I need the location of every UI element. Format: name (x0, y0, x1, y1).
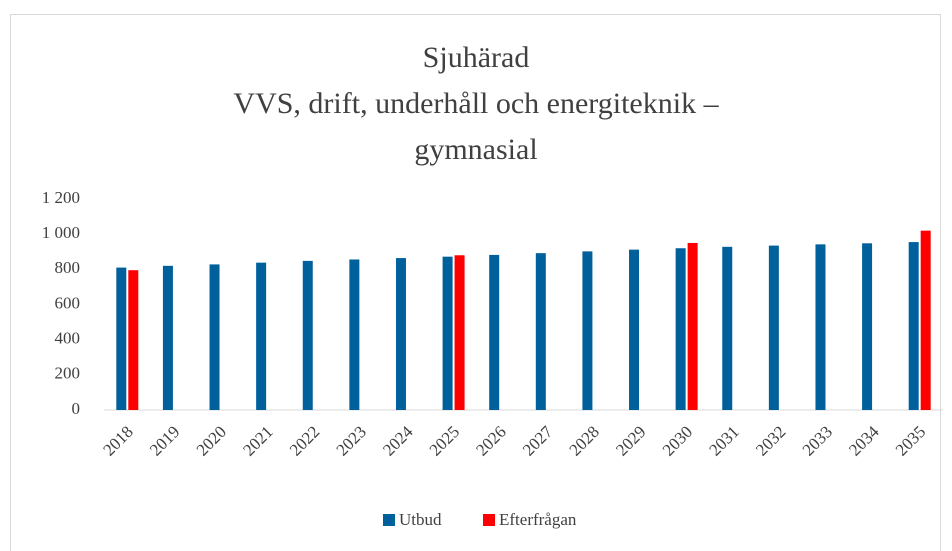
bar (442, 256, 453, 410)
y-tick-label: 1 000 (42, 223, 80, 242)
bar (116, 267, 127, 410)
chart-title: gymnasial (414, 133, 537, 166)
bar (815, 244, 826, 410)
bar (908, 242, 919, 410)
y-tick-label: 400 (55, 329, 81, 348)
y-tick-label: 200 (55, 364, 81, 383)
legend-swatch (383, 514, 395, 526)
legend-label: Efterfrågan (499, 510, 577, 529)
bar (687, 242, 698, 410)
bar (162, 265, 173, 410)
bar (395, 258, 406, 410)
y-tick-label: 0 (72, 399, 81, 418)
bar (862, 243, 873, 410)
bar (489, 254, 500, 410)
legend-label: Utbud (399, 510, 442, 529)
y-tick-label: 1 200 (42, 188, 80, 207)
bar (920, 230, 931, 410)
bar (256, 262, 267, 410)
bar (302, 260, 313, 410)
chart-title: Sjuhärad (423, 41, 530, 74)
bar (454, 255, 465, 410)
bar (722, 246, 733, 410)
chart-title: VVS, drift, underhåll och energiteknik – (233, 87, 719, 120)
y-tick-label: 800 (55, 258, 81, 277)
bar (535, 253, 546, 410)
bar (629, 249, 640, 410)
bar (128, 270, 139, 410)
bar (349, 259, 360, 410)
bar (675, 248, 686, 410)
legend-swatch (483, 514, 495, 526)
bar (209, 264, 220, 410)
y-tick-label: 600 (55, 293, 81, 312)
bar (582, 251, 593, 410)
bar (768, 245, 779, 410)
